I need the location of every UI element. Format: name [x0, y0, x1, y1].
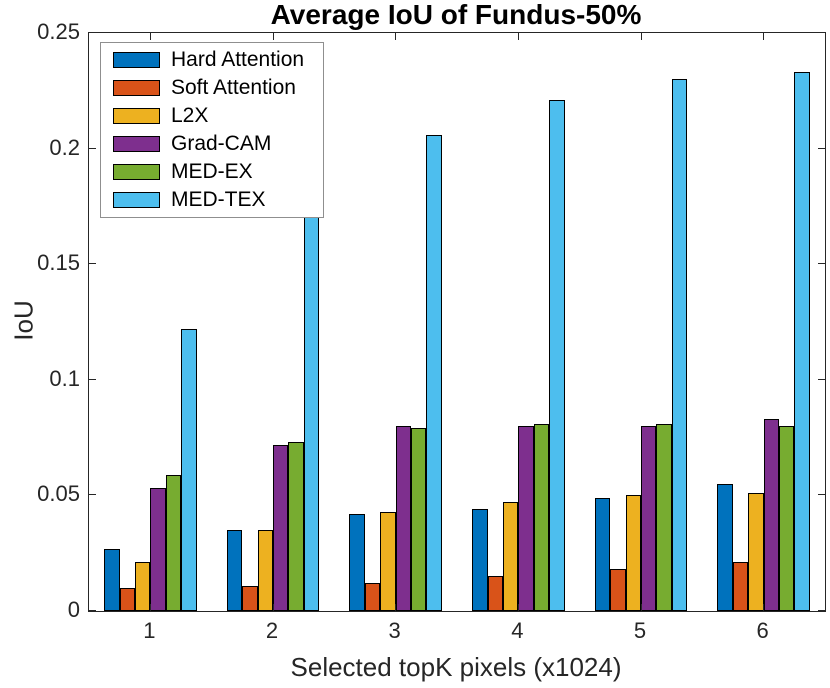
x-tick-mark-top: [149, 33, 151, 40]
legend-label: L2X: [171, 104, 209, 127]
x-tick-mark-top: [272, 33, 274, 40]
y-tick-label: 0.1: [49, 365, 80, 391]
bar-grad-cam-group-5: [641, 426, 657, 611]
legend-swatch: [113, 136, 160, 152]
x-tick-mark-top: [395, 33, 397, 40]
bar-hard-attention-group-4: [472, 509, 488, 611]
bar-grad-cam-group-4: [518, 426, 534, 611]
y-tick-label: 0.05: [37, 481, 80, 507]
legend: Hard Attention Soft Attention L2X Grad-CAM M…: [100, 42, 324, 218]
legend-label: Grad-CAM: [171, 132, 272, 155]
legend-item: Soft Attention: [113, 74, 323, 102]
x-tick-label: 6: [756, 618, 769, 643]
y-axis-label: IoU: [8, 300, 39, 341]
x-tick-mark-bottom: [272, 604, 274, 611]
legend-swatch: [113, 164, 160, 180]
bar-med-ex-group-2: [288, 442, 304, 611]
bar-l2x-group-3: [380, 512, 396, 611]
legend-swatch: [113, 80, 160, 96]
y-tick-mark-right: [818, 32, 825, 33]
bar-l2x-group-5: [625, 495, 641, 611]
legend-swatch: [113, 192, 160, 208]
legend-item: MED-EX: [113, 158, 323, 186]
x-tick-label: 3: [388, 618, 401, 643]
bar-med-tex-group-1: [181, 329, 197, 611]
bar-soft-attention-group-3: [364, 583, 381, 611]
y-tick-mark-right: [818, 494, 825, 496]
y-tick-mark-left: [89, 610, 96, 611]
bar-grad-cam-group-6: [763, 419, 780, 611]
bar-soft-attention-group-2: [242, 586, 258, 611]
x-tick-mark-top: [517, 33, 519, 40]
legend-label: Hard Attention: [171, 48, 305, 71]
bar-med-ex-group-4: [533, 424, 550, 611]
bar-med-tex-group-5: [671, 79, 688, 611]
bar-hard-attention-group-6: [717, 484, 733, 611]
y-tick-label: 0.2: [49, 134, 80, 160]
bar-med-tex-group-3: [426, 135, 442, 611]
y-tick-mark-left: [89, 147, 96, 149]
bar-l2x-group-6: [748, 493, 764, 611]
bar-grad-cam-group-1: [150, 488, 166, 611]
legend-label: Soft Attention: [171, 76, 296, 99]
x-tick-mark-bottom: [395, 604, 397, 611]
legend-label: MED-TEX: [171, 188, 266, 211]
x-tick-mark-bottom: [517, 604, 519, 611]
y-tick-mark-left: [89, 32, 96, 33]
bar-med-ex-group-1: [165, 475, 182, 611]
x-tick-label: 2: [265, 618, 279, 643]
y-tick-mark-left: [89, 378, 96, 380]
bar-l2x-group-4: [502, 502, 519, 611]
bar-soft-attention-group-4: [487, 576, 503, 611]
bar-hard-attention-group-2: [226, 530, 243, 611]
x-tick-mark-bottom: [149, 604, 151, 611]
bar-soft-attention-group-1: [119, 588, 135, 611]
x-tick-mark-bottom: [640, 604, 642, 611]
legend-item: L2X: [113, 102, 323, 130]
legend-swatch: [113, 108, 160, 124]
x-tick-mark-top: [763, 33, 765, 40]
bar-l2x-group-2: [257, 530, 273, 611]
bar-med-ex-group-6: [779, 426, 795, 611]
bar-l2x-group-1: [134, 562, 151, 611]
x-tick-label: 4: [511, 618, 524, 643]
x-tick-mark-top: [640, 33, 642, 40]
bar-med-ex-group-5: [656, 424, 672, 611]
plot-area: [88, 32, 826, 612]
chart-title: Average IoU of Fundus-50%: [270, 0, 642, 30]
x-axis-label: Selected topK pixels (x1024): [290, 652, 622, 682]
x-tick-label: 1: [143, 618, 156, 643]
y-tick-mark-right: [818, 378, 825, 380]
bar-med-tex-group-4: [549, 100, 565, 611]
y-tick-mark-right: [818, 147, 825, 149]
y-tick-mark-right: [818, 610, 825, 611]
legend-swatch: [113, 52, 160, 68]
y-tick-label: 0: [67, 597, 80, 622]
bar-hard-attention-group-1: [104, 549, 120, 611]
bar-soft-attention-group-6: [732, 562, 749, 611]
bar-hard-attention-group-3: [349, 514, 365, 611]
bar-grad-cam-group-2: [273, 445, 289, 611]
legend-item: Hard Attention: [113, 46, 323, 74]
legend-label: MED-EX: [171, 160, 253, 183]
x-tick-label: 5: [633, 618, 647, 643]
bar-soft-attention-group-5: [610, 569, 626, 611]
y-tick-mark-right: [818, 263, 825, 265]
bar-med-tex-group-2: [303, 195, 320, 611]
x-tick-mark-bottom: [763, 604, 765, 611]
y-tick-label: 0.25: [37, 19, 80, 44]
bar-med-tex-group-6: [794, 72, 810, 611]
legend-item: MED-TEX: [113, 186, 323, 214]
y-tick-label: 0.15: [37, 250, 80, 276]
bar-grad-cam-group-3: [395, 426, 412, 611]
bar-med-ex-group-3: [411, 428, 427, 611]
legend-item: Grad-CAM: [113, 130, 323, 158]
bar-hard-attention-group-5: [594, 498, 611, 611]
y-tick-mark-left: [89, 263, 96, 265]
y-tick-mark-left: [89, 494, 96, 496]
